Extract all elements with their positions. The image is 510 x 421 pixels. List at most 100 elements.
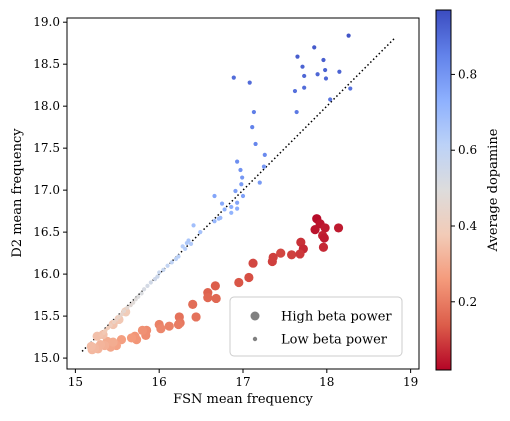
low-beta-point-55 (145, 283, 150, 288)
legend: High beta power Low beta power (229, 296, 403, 357)
high-beta-point-3 (310, 225, 320, 235)
low-beta-point-30 (212, 193, 217, 199)
high-beta-point-23 (191, 312, 201, 322)
high-beta-point-12 (276, 248, 286, 258)
low-beta-point-51 (157, 270, 162, 275)
y-tick-label-0: 15.0 (33, 351, 60, 365)
legend-marker-high-beta (250, 311, 260, 321)
high-beta-point-26 (173, 319, 184, 330)
x-tick-label-1: 16 (152, 375, 167, 389)
high-beta-point-21 (203, 293, 213, 303)
low-beta-point-59 (133, 297, 138, 302)
low-beta-point-48 (169, 260, 174, 265)
y-tick-label-3: 16.5 (33, 225, 60, 239)
low-beta-point-9 (231, 75, 236, 80)
low-beta-point-1 (312, 45, 317, 50)
colorbar-ticks: 0.2 0.4 0.6 0.8 (451, 67, 477, 309)
x-tick-label-2: 17 (235, 375, 250, 389)
high-beta-point-20 (211, 293, 221, 304)
low-beta-point-63 (121, 308, 127, 314)
high-beta-point-14 (267, 256, 277, 267)
low-beta-point-38 (216, 216, 221, 221)
low-beta-point-13 (348, 86, 353, 91)
x-tick-label-3: 18 (319, 375, 334, 389)
points-layer (86, 33, 353, 355)
low-beta-point-72 (99, 333, 104, 338)
colorbar-gradient (435, 9, 452, 371)
low-beta-point-26 (261, 164, 267, 169)
low-beta-point-20 (262, 152, 267, 157)
high-beta-point-29 (156, 324, 166, 334)
legend-box (229, 296, 403, 357)
low-beta-point-49 (165, 263, 170, 268)
low-beta-point-45 (183, 246, 188, 252)
low-beta-point-22 (238, 167, 243, 173)
low-beta-point-17 (251, 109, 256, 115)
colorbar-label: Average dopamine (486, 128, 501, 252)
low-beta-point-29 (235, 200, 240, 205)
low-beta-point-54 (148, 280, 153, 285)
high-beta-point-17 (234, 277, 244, 288)
low-beta-point-18 (250, 125, 255, 130)
low-beta-point-6 (337, 69, 342, 74)
high-beta-point-15 (248, 258, 258, 268)
low-beta-point-43 (188, 241, 194, 246)
high-beta-point-7 (318, 242, 329, 252)
y-tick-label-6: 18.0 (33, 99, 60, 113)
high-beta-point-22 (188, 299, 198, 309)
low-beta-point-57 (139, 291, 144, 296)
low-beta-point-35 (229, 210, 234, 215)
low-beta-point-7 (302, 73, 307, 79)
low-beta-point-47 (173, 256, 179, 262)
low-beta-point-3 (321, 57, 326, 63)
y-tick-label-1: 15.5 (33, 309, 60, 323)
low-beta-point-12 (302, 85, 307, 90)
high-beta-point-16 (244, 272, 254, 283)
low-beta-point-32 (229, 204, 234, 210)
x-tick-label-0: 15 (68, 375, 83, 389)
high-beta-point-11 (295, 249, 305, 259)
low-beta-point-28 (240, 193, 246, 199)
x-axis: 15 16 17 18 19 (68, 369, 418, 389)
low-beta-point-19 (253, 141, 258, 147)
low-beta-point-56 (142, 287, 147, 292)
high-beta-point-35 (126, 333, 137, 343)
low-beta-point-2 (295, 54, 300, 59)
colorbar-tick-label-0: 0.2 (458, 295, 477, 309)
legend-marker-low-beta (252, 336, 258, 342)
low-beta-point-24 (239, 182, 244, 187)
low-beta-point-25 (257, 180, 262, 185)
y-tick-label-7: 18.5 (33, 57, 60, 71)
colorbar: 0.2 0.4 0.6 0.8 Average dopamine (435, 9, 501, 371)
low-beta-point-27 (233, 188, 238, 194)
low-beta-point-23 (240, 175, 245, 180)
low-beta-point-8 (315, 72, 320, 77)
low-beta-point-4 (300, 64, 305, 69)
low-beta-point-31 (219, 201, 225, 206)
low-beta-point-53 (152, 277, 158, 282)
low-beta-point-21 (235, 159, 240, 164)
colorbar-tick-label-1: 0.4 (458, 219, 477, 233)
high-beta-point-6 (319, 233, 329, 243)
high-beta-point-32 (137, 325, 148, 335)
x-axis-label: FSN mean frequency (173, 392, 313, 407)
y-tick-label-5: 17.5 (33, 141, 60, 155)
low-beta-point-50 (161, 267, 166, 273)
low-beta-point-33 (235, 206, 240, 211)
low-beta-point-10 (247, 80, 252, 85)
high-beta-point-2 (320, 223, 330, 233)
low-beta-point-62 (125, 305, 130, 310)
low-beta-point-14 (292, 88, 298, 94)
y-axis-label: D2 mean frequency (10, 128, 25, 258)
low-beta-point-67 (111, 319, 117, 325)
low-beta-point-16 (294, 109, 299, 115)
y-tick-label-2: 16.0 (33, 267, 60, 281)
legend-label-high-beta: High beta power (281, 310, 392, 325)
high-beta-point-10 (287, 250, 297, 260)
high-beta-point-18 (210, 281, 220, 291)
y-axis: 15.0 15.5 16.0 16.5 17.0 17.5 18.0 18.5 19.0 (33, 15, 67, 365)
high-beta-point-46 (86, 341, 96, 351)
low-beta-point-39 (191, 223, 196, 228)
legend-label-low-beta: Low beta power (281, 333, 388, 348)
